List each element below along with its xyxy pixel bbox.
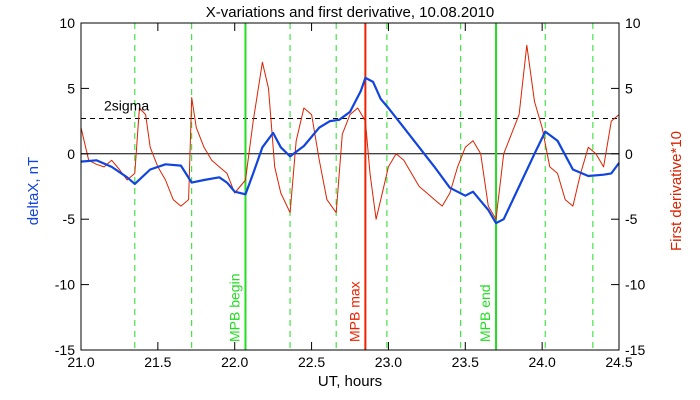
y-tick-label-2: 0	[67, 146, 75, 162]
x-tick-label-7: 24.5	[605, 354, 632, 370]
y-tick-label-5: -15	[55, 342, 75, 358]
x-tick-label-4: 23.0	[375, 354, 402, 370]
x-axis-label: UT, hours	[318, 373, 382, 390]
y-tick-label-3: -5	[63, 211, 76, 227]
y-tick-label-right-2: 0	[625, 146, 633, 162]
y-tick-label-right-5: -15	[625, 342, 645, 358]
reference-line-label-0: 2sigma	[104, 97, 149, 113]
y-tick-label-right-1: 5	[625, 80, 633, 96]
y-tick-label-4: -10	[55, 277, 75, 293]
marker-label-2: MPB end	[477, 284, 493, 342]
y-axis-label-right: First derivative*10	[668, 131, 685, 251]
chart-title: X-variations and first derivative, 10.08…	[206, 4, 495, 21]
y-axis-label: deltaX, nT	[25, 157, 42, 225]
series-line-1	[80, 44, 620, 220]
marker-label-0: MPB begin	[226, 274, 242, 342]
y-tick-label-right-4: -10	[625, 277, 645, 293]
x-tick-label-1: 21.5	[144, 354, 171, 370]
y-tick-label-1: 5	[67, 80, 75, 96]
marker-label-1: MPB max	[346, 281, 362, 342]
x-tick-label-5: 23.5	[452, 354, 479, 370]
x-tick-label-0: 21.0	[67, 354, 94, 370]
y-tick-label-right-3: -5	[625, 211, 638, 227]
y-tick-label-right-0: 10	[625, 15, 641, 31]
series-line-0	[80, 76, 620, 225]
y-tick-label-0: 10	[59, 15, 75, 31]
x-tick-label-3: 22.5	[298, 354, 325, 370]
x-tick-label-2: 22.0	[221, 354, 248, 370]
plot-frame	[80, 22, 620, 351]
x-tick-label-6: 24.0	[529, 354, 556, 370]
